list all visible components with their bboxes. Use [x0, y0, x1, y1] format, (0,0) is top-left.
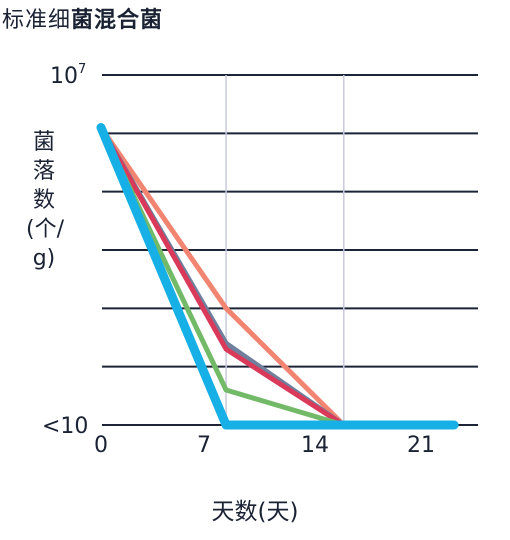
y-tick-label: 107	[50, 62, 86, 89]
tick-labels: 107 <100 7 14 21	[42, 62, 435, 458]
x-axis-label: 天数(天)	[211, 499, 299, 525]
series-group	[96, 123, 459, 430]
chart-title-main: 菌混合菌	[71, 8, 164, 33]
x-tick-label: 14	[301, 433, 329, 458]
series-line	[96, 123, 459, 430]
y-tick-label: <10	[42, 414, 88, 439]
x-tick-label: 21	[407, 433, 435, 458]
chart-title: 标准细菌混合菌	[2, 2, 163, 34]
y-axis-label: 菌落数(个/g)	[26, 130, 64, 271]
x-tick-label: 7	[197, 433, 211, 458]
chart-title-prefix: 标准细	[2, 8, 72, 33]
series-line	[98, 125, 347, 428]
x-tick-label: 0	[94, 433, 108, 458]
series-line	[98, 125, 347, 428]
series-line	[98, 125, 347, 428]
